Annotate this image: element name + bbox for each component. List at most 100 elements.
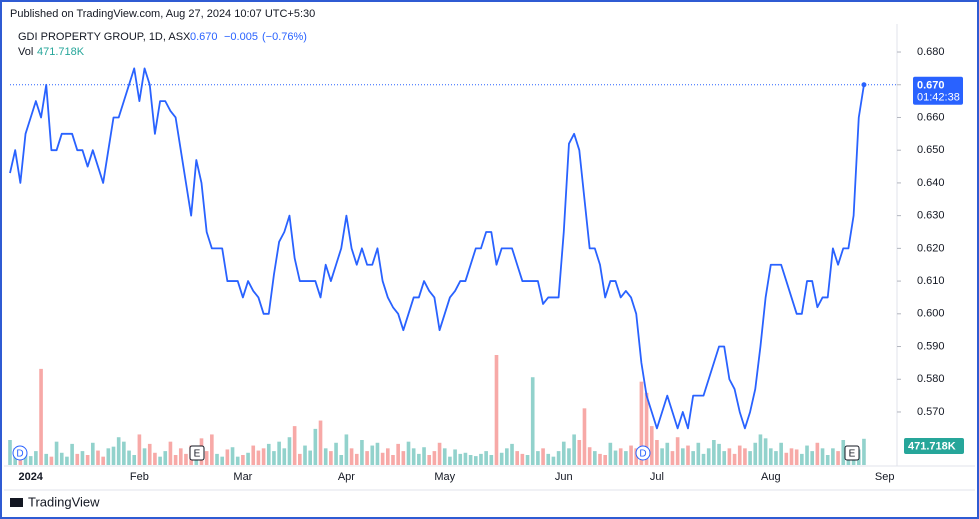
volume-bar <box>473 456 478 465</box>
volume-bar <box>80 451 85 465</box>
volume-bar <box>385 448 390 465</box>
volume-bar <box>266 443 271 465</box>
price-label-box <box>913 76 963 105</box>
volume-bar <box>644 392 649 465</box>
volume-bar <box>75 453 80 465</box>
volume-bar <box>256 450 261 465</box>
earnings-marker[interactable] <box>189 445 205 461</box>
volume-bar <box>675 437 680 465</box>
volume-bar <box>660 448 664 465</box>
volume-bar <box>96 450 100 465</box>
volume-bar <box>204 451 209 465</box>
volume-bar <box>178 448 183 465</box>
volume-bar <box>525 455 530 465</box>
volume-bar <box>510 443 514 465</box>
price-label: 0.670 <box>917 80 945 92</box>
volume-bar <box>210 434 214 465</box>
volume-bar <box>613 450 618 465</box>
volume-bar <box>215 453 219 465</box>
volume-bar <box>417 453 421 465</box>
volume-bar <box>479 453 483 465</box>
volume-bar <box>789 448 794 465</box>
dividend-marker[interactable] <box>635 445 651 461</box>
volume-bar <box>546 453 551 465</box>
volume-bar <box>246 452 250 465</box>
volume-bar <box>727 448 732 465</box>
volume-bar <box>448 456 452 465</box>
volume-bar <box>696 442 701 465</box>
volume-bar <box>158 456 162 465</box>
dividend-marker[interactable] <box>12 445 28 461</box>
volume-bar <box>737 445 742 465</box>
earnings-marker[interactable] <box>844 445 860 461</box>
volume-bar <box>308 450 312 465</box>
volume-bar <box>494 355 499 465</box>
volume-bar <box>639 381 644 465</box>
volume-bar <box>655 440 659 465</box>
volume-bar <box>59 452 64 465</box>
volume-bar <box>313 428 318 465</box>
volume-bar <box>168 441 173 465</box>
volume-bar <box>396 443 400 465</box>
volume-bar <box>593 451 597 465</box>
volume-bar <box>101 456 105 465</box>
volume-bar <box>706 448 711 465</box>
volume-bar <box>365 451 369 465</box>
volume-bar <box>862 438 866 465</box>
y-tick-label: 0.640 <box>917 177 945 189</box>
volume-bar <box>820 448 825 465</box>
volume-bar <box>722 451 727 465</box>
volume-bar <box>184 453 188 465</box>
volume-bar <box>587 447 592 465</box>
y-tick-label: 0.610 <box>917 275 945 287</box>
volume-bar <box>618 448 623 465</box>
volume-bar <box>380 452 385 465</box>
volume-bar <box>629 445 633 465</box>
volume-bar <box>567 448 571 465</box>
volume-bar <box>608 442 613 465</box>
volume-bar <box>665 442 670 465</box>
volume-bar <box>800 453 804 465</box>
volume-bar <box>768 448 773 465</box>
event-label: E <box>849 449 856 460</box>
volume-bar <box>831 448 835 465</box>
y-tick-label: 0.580 <box>917 373 945 385</box>
volume-bar <box>34 451 38 465</box>
volume-bar <box>318 420 323 465</box>
volume-bar <box>339 455 344 465</box>
volume-bar <box>748 451 752 465</box>
volume-bar <box>774 451 778 465</box>
volume-bar <box>44 453 49 465</box>
event-markers: D E D E <box>12 445 860 461</box>
legend-vol: Vol <box>18 46 33 58</box>
volume-bar <box>70 443 74 465</box>
volume-bar <box>298 453 302 465</box>
x-tick-label: Jun <box>555 471 573 483</box>
last-point <box>861 82 867 88</box>
x-tick-label: Apr <box>338 471 355 483</box>
volume-bar <box>836 451 840 465</box>
x-tick-label: Feb <box>130 471 149 483</box>
volume-bar <box>8 440 12 465</box>
volume-bar <box>235 456 240 465</box>
volume-bar <box>598 453 602 465</box>
volume-bar <box>825 455 830 465</box>
volume-bar <box>712 440 716 465</box>
volume-bar <box>453 449 457 465</box>
volume-bar <box>354 453 359 465</box>
volume-bar <box>670 451 675 465</box>
x-tick-label: Jul <box>650 471 664 483</box>
volume-bar <box>163 451 168 465</box>
volume-bar <box>261 448 266 465</box>
volume-bar <box>815 442 820 465</box>
plot <box>8 67 867 465</box>
y-tick-label: 0.620 <box>917 242 945 254</box>
volume-bar <box>360 440 364 465</box>
volume-bar <box>153 452 157 465</box>
volume-bar <box>686 445 690 465</box>
volume-bar <box>515 451 520 465</box>
brand-logo <box>10 498 23 507</box>
volume-bar <box>49 456 54 465</box>
volume-bar <box>344 434 349 465</box>
